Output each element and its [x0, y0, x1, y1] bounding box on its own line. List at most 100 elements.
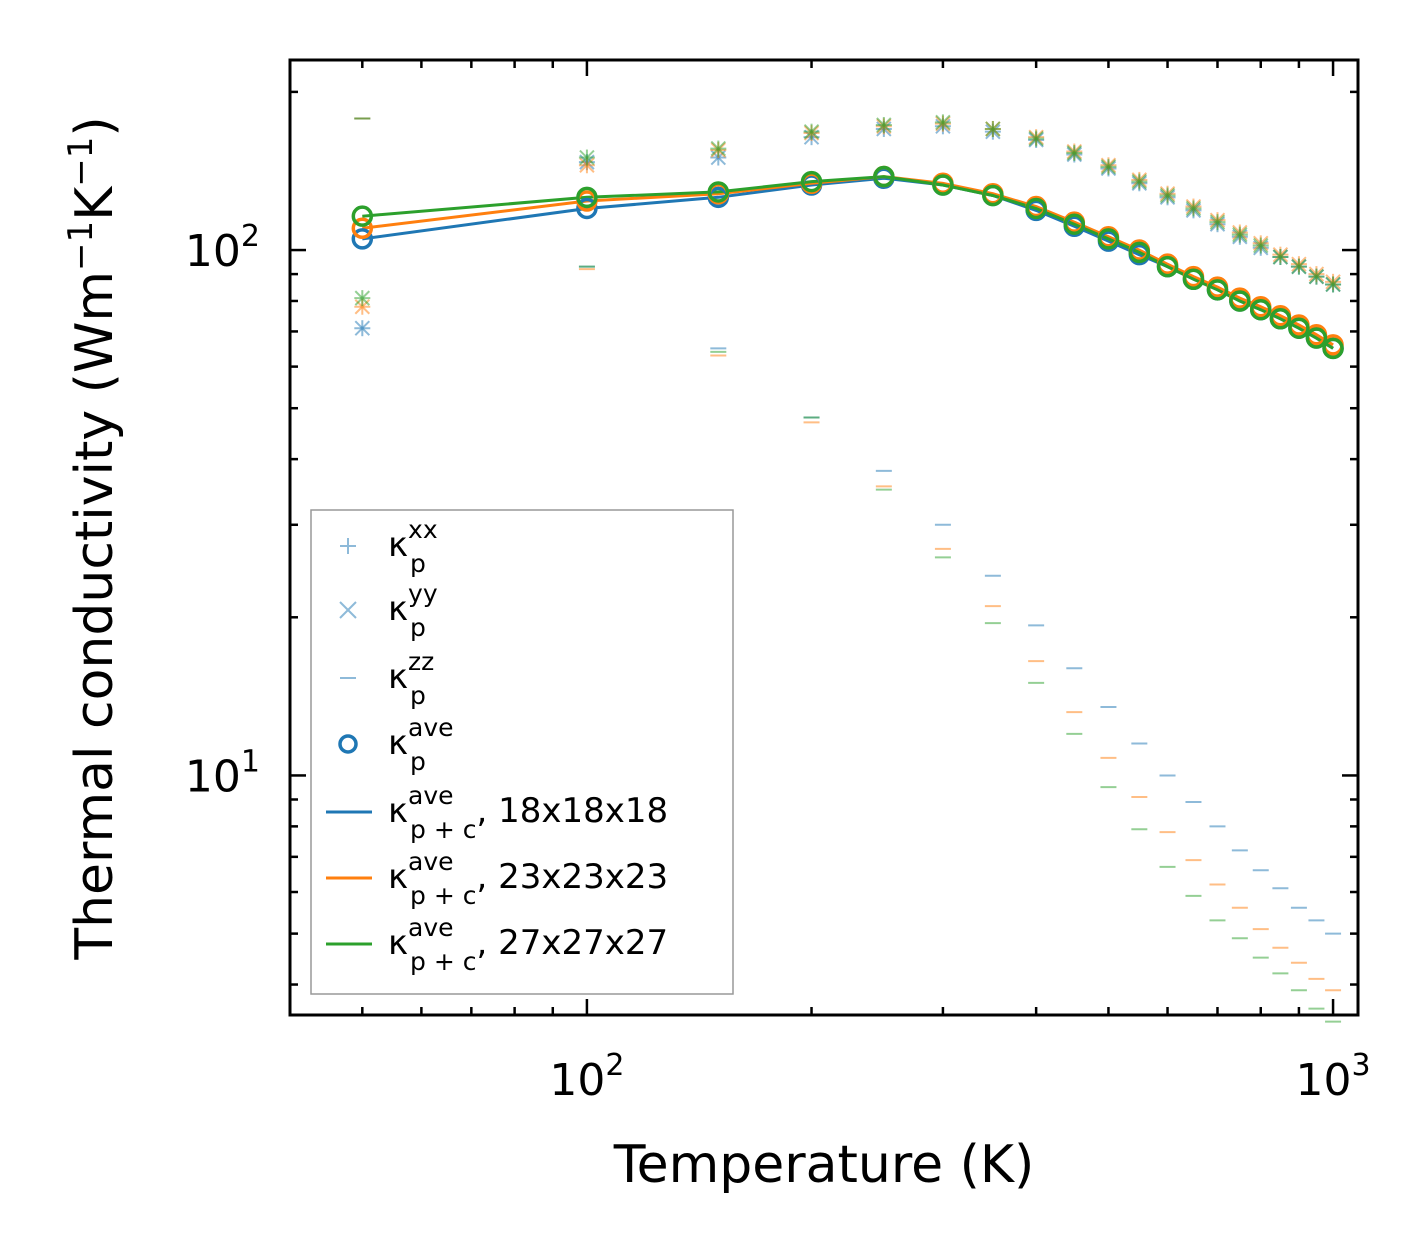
- kp-ave-point-27x27x27: [1182, 268, 1205, 290]
- kp-ave-point-27x27x27: [1322, 337, 1344, 360]
- kp-ave-point-27x27x27: [1025, 197, 1047, 220]
- kyy-point-27x27x27: [710, 140, 727, 157]
- kp-ave-point-27x27x27: [1063, 213, 1086, 235]
- legend-label-sup: ave: [408, 781, 454, 810]
- kp-ave-point-27x27x27: [1269, 308, 1292, 330]
- legend-label-sub: p + c: [410, 881, 476, 910]
- legend-label-suffix: , 23x23x23: [476, 857, 668, 897]
- kyy-point-27x27x27-b: [1066, 145, 1083, 161]
- kyy-point-27x27x27-b: [1291, 258, 1307, 275]
- kyy-point-27x27x27: [1253, 237, 1269, 254]
- legend-x-swatch-b: [339, 601, 357, 619]
- legend-label-sub: p: [410, 549, 426, 578]
- legend-label-base: κ: [388, 791, 408, 831]
- kyy-point-27x27x27-b: [1232, 226, 1248, 243]
- kyy-point-27x27x27-b: [803, 123, 820, 140]
- legend-label: κave p + c, 27x27x27: [388, 913, 668, 976]
- kyy-point-27x27x27-b: [876, 117, 892, 133]
- kyy-point-27x27x27: [1209, 214, 1226, 230]
- kyy-point-27x27x27: [1159, 187, 1176, 204]
- legend-label-suffix: , 27x27x27: [476, 923, 668, 963]
- kyy-point-27x27x27-b: [1159, 187, 1176, 204]
- kyy-point-27x27x27-b: [1308, 268, 1325, 285]
- legend-label: κave p: [388, 713, 454, 776]
- kyy-point-27x27x27: [579, 149, 595, 166]
- kp-ave-point-27x27x27: [1156, 255, 1179, 278]
- kyy-point-27x27x27-b: [1131, 173, 1148, 190]
- kp-ave-point-27x27x27: [982, 184, 1004, 207]
- plot-frame: [288, 58, 1360, 1017]
- y-tick-base: 10: [185, 751, 241, 802]
- kyy-point-27x27x27-b: [1028, 130, 1044, 147]
- legend-label-sub: p + c: [410, 947, 476, 976]
- kp-ave-point-27x27x27: [351, 205, 374, 227]
- kp-ave-point-27x27x27: [1229, 290, 1251, 312]
- kp-ave-point-27x27x27: [1206, 279, 1229, 301]
- kyy-point-27x27x27-b: [1100, 159, 1117, 175]
- kyy-point-27x27x27-b: [710, 140, 727, 157]
- kyy-point-27x27x27: [1100, 159, 1117, 175]
- legend-label-sub: p + c: [410, 815, 476, 844]
- y-label-main: Thermal conductivity (Wm: [65, 271, 125, 961]
- x-tick-base: 10: [549, 1055, 605, 1106]
- y-tick-base: 10: [185, 226, 241, 277]
- legend-label-sup: ave: [408, 713, 454, 742]
- kyy-point-27x27x27-b: [1185, 200, 1202, 217]
- kyy-point-27x27x27: [1291, 258, 1307, 275]
- y-tick-label: 101: [185, 744, 260, 802]
- x-tick-label: 103: [1296, 1048, 1371, 1106]
- x-tick-exp: 3: [1352, 1048, 1371, 1083]
- kp-ave-point-27x27x27: [1305, 327, 1328, 349]
- x-tick-base: 10: [1296, 1055, 1352, 1106]
- x-tick-label: 102: [549, 1048, 624, 1106]
- y-axis-label: Thermal conductivity (Wm−1K−1): [61, 116, 125, 960]
- legend-box: [310, 509, 734, 995]
- legend-label-sup: xx: [408, 515, 438, 544]
- kyy-point-27x27x27-b: [985, 121, 1001, 137]
- kpc-ave-line-27x27x27: [362, 175, 1334, 350]
- legend-label: κxx p: [388, 515, 438, 578]
- kyy-point-27x27x27-b: [1325, 276, 1341, 293]
- kp-ave-point-27x27x27: [873, 165, 895, 188]
- kyy-point-27x27x27: [1028, 130, 1044, 147]
- y-label-end: ): [65, 116, 125, 136]
- legend-circle-swatch: [338, 734, 358, 754]
- kp-ave-point-27x27x27: [932, 174, 954, 196]
- kp-ave-point-27x27x27: [576, 186, 598, 209]
- legend-label-sup: ave: [408, 847, 454, 876]
- kyy-point-27x27x27: [1308, 268, 1325, 285]
- x-axis-label: Temperature (K): [613, 1135, 1035, 1195]
- legend-label: κyy p: [388, 579, 438, 642]
- major-ticks: [290, 60, 1358, 1015]
- kp-ave-point-27x27x27: [1250, 298, 1272, 321]
- kyy-point-27x27x27: [354, 290, 371, 306]
- legend-label-sub: p: [410, 747, 426, 776]
- legend-label-suffix: , 18x18x18: [476, 791, 668, 831]
- y-label-exp1: −1: [61, 221, 101, 271]
- kyy-point-27x27x27-b: [579, 149, 595, 166]
- legend-label: κave p + c, 23x23x23: [388, 847, 668, 910]
- legend-x-swatch: [339, 601, 357, 619]
- kyy-point-27x27x27: [935, 114, 951, 131]
- legend-plus-swatch: [340, 538, 356, 554]
- y-tick-label: 102: [185, 219, 260, 277]
- legend-label-base: κ: [388, 525, 408, 565]
- legend-label: κave p + c, 18x18x18: [388, 781, 668, 844]
- x-tick-exp: 2: [605, 1048, 624, 1083]
- legend-label-base: κ: [388, 923, 408, 963]
- kyy-point-27x27x27: [985, 121, 1001, 137]
- kyy-point-27x27x27: [1232, 226, 1248, 243]
- kp-ave-point-27x27x27: [1288, 317, 1310, 339]
- kyy-point-27x27x27-b: [1272, 249, 1289, 265]
- legend-label-sub: p: [410, 681, 426, 710]
- kyy-point-27x27x27: [1272, 249, 1289, 265]
- legend-label-base: κ: [388, 723, 408, 763]
- kp-ave-point-27x27x27: [800, 170, 823, 193]
- kp-ave-point-18x18x18: [351, 228, 374, 250]
- legend-label-sub: p: [410, 613, 426, 642]
- legend-label-base: κ: [388, 857, 408, 897]
- kyy-point-27x27x27: [1185, 200, 1202, 217]
- kyy-point-27x27x27-b: [354, 290, 371, 306]
